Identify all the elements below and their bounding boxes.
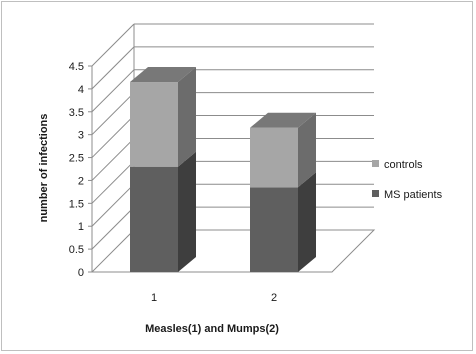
y-tick-label: 1 [78, 221, 84, 233]
legend-swatch [372, 160, 379, 167]
bar-segment-ms-patients [130, 166, 178, 272]
legend-label: MS patients [384, 189, 443, 201]
gridline-side [91, 23, 135, 67]
legend-swatch [372, 190, 379, 197]
y-axis-title: number of infections [38, 114, 50, 223]
y-axis-ticks: 0 0.5 1 1.5 2 2.5 3 3.5 4 4.5 [69, 61, 92, 279]
y-tick-label: 0 [78, 267, 84, 279]
bar-segment-controls [250, 127, 298, 188]
bar-side [178, 151, 196, 272]
bar-segment-controls [130, 82, 178, 167]
bars [130, 67, 316, 272]
gridline-side [91, 69, 135, 113]
bar-side [298, 112, 316, 188]
y-tick-label: 2.5 [69, 153, 84, 165]
gridline-side [91, 115, 135, 158]
gridline-side [91, 46, 135, 90]
y-tick-label: 2 [78, 175, 84, 187]
y-tick-label: 4 [78, 84, 84, 96]
bar-top [130, 67, 196, 83]
gridline-side [91, 92, 135, 136]
gridline-side [91, 206, 135, 250]
legend-label: controls [384, 159, 423, 171]
x-tick-label: 2 [271, 292, 277, 304]
x-tick-label: 1 [151, 292, 157, 304]
gridline-side [91, 183, 135, 227]
y-tick-label: 3 [78, 130, 84, 142]
bar-segment-ms-patients [250, 187, 298, 272]
gridline-side [91, 138, 135, 181]
y-tick-label: 3.5 [69, 107, 84, 119]
bar-top [250, 112, 316, 128]
bar-side [298, 172, 316, 272]
y-tick-label: 0.5 [69, 244, 84, 256]
x-axis-title: Measles(1) and Mumps(2) [145, 323, 279, 335]
legend: controls MS patients [372, 159, 443, 201]
gridline-side [91, 160, 135, 204]
y-tick-label: 1.5 [69, 198, 84, 210]
bar-side [178, 67, 196, 167]
y-tick-label: 4.5 [69, 61, 84, 73]
